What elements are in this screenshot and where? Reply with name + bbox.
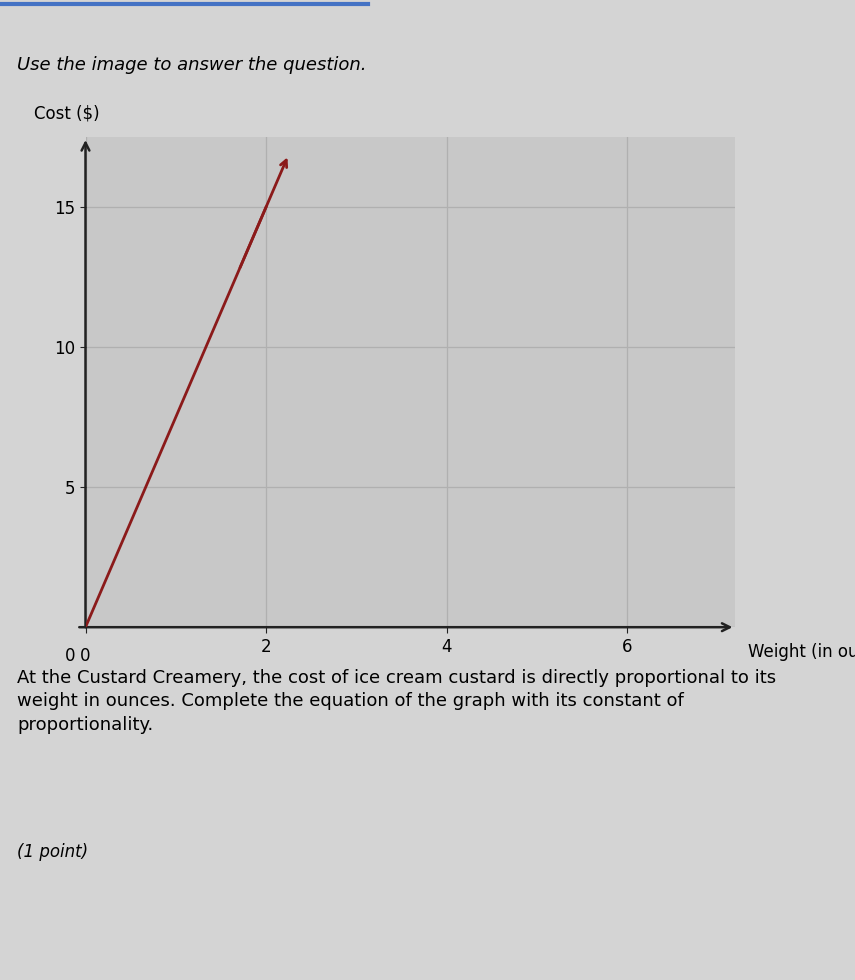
Text: Use the image to answer the question.: Use the image to answer the question. bbox=[17, 56, 367, 74]
Text: Cost ($): Cost ($) bbox=[33, 105, 99, 122]
Text: (1 point): (1 point) bbox=[17, 844, 88, 861]
Text: At the Custard Creamery, the cost of ice cream custard is directly proportional : At the Custard Creamery, the cost of ice… bbox=[17, 668, 776, 734]
Text: 0: 0 bbox=[65, 647, 76, 664]
Text: 0: 0 bbox=[80, 647, 91, 664]
Text: Weight (in ounces): Weight (in ounces) bbox=[748, 643, 855, 661]
